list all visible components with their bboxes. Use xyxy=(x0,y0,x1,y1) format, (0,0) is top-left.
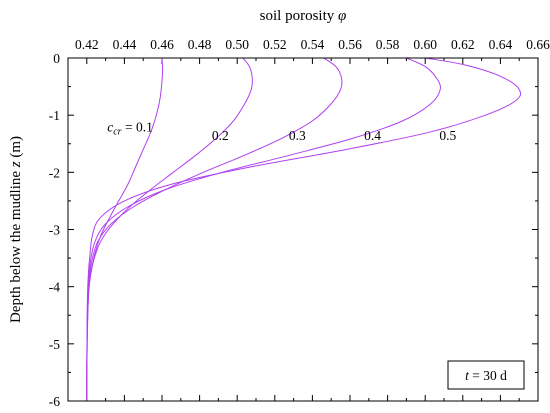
curve-label-ccr-0.3: 0.3 xyxy=(289,128,306,143)
y-tick-label: -3 xyxy=(49,223,60,238)
x-tick-label: 0.54 xyxy=(301,37,325,52)
curve-ccr-0.3 xyxy=(86,57,343,402)
y-tick-label: 0 xyxy=(53,51,60,66)
x-tick-label: 0.52 xyxy=(263,37,287,52)
y-axis-title-unit: (m) xyxy=(8,136,24,158)
x-tick-label: 0.56 xyxy=(338,37,362,52)
x-tick-label: 0.50 xyxy=(225,37,249,52)
y-axis-title-symbol: z xyxy=(8,161,24,168)
x-tick-label: 0.46 xyxy=(150,37,174,52)
curve-label-ccr-0.5: 0.5 xyxy=(439,128,456,143)
x-axis-title-symbol: φ xyxy=(338,8,346,24)
curve-ccr-0.2 xyxy=(86,57,253,402)
x-tick-label: 0.44 xyxy=(113,37,137,52)
x-tick-label: 0.42 xyxy=(75,37,99,52)
axis-ticks xyxy=(67,57,539,402)
time-annotation-text: t = 30 d xyxy=(465,368,507,383)
curve-label-ccr-0.2: 0.2 xyxy=(212,128,229,143)
time-annotation-box xyxy=(447,360,525,390)
y-tick-label: -5 xyxy=(49,337,60,352)
x-tick-label: 0.64 xyxy=(489,37,513,52)
x-tick-label: 0.48 xyxy=(188,37,212,52)
y-tick-label: -6 xyxy=(49,394,60,409)
y-tick-label: -1 xyxy=(49,108,60,123)
x-tick-label: 0.66 xyxy=(526,37,550,52)
x-axis-title: soil porosity φ xyxy=(260,8,347,24)
x-axis-title-text: soil porosity xyxy=(260,8,335,24)
curve-ccr-0.5 xyxy=(86,57,522,402)
curve-label-ccr-0.1: ccr = 0.1 xyxy=(107,120,153,138)
x-tick-label: 0.60 xyxy=(413,37,437,52)
plot-frame xyxy=(67,57,539,402)
x-tick-label: 0.58 xyxy=(376,37,400,52)
curve-label-ccr-0.4: 0.4 xyxy=(364,128,381,143)
curve-labels: ccr = 0.1 0.2 0.3 0.4 0.5 xyxy=(107,120,456,144)
y-axis-title-text: Depth below the mudline xyxy=(8,171,24,323)
time-annotation: t = 30 d xyxy=(447,360,525,390)
curve-ccr-0.4 xyxy=(86,57,441,402)
y-axis-title: Depth below the mudline z (m) xyxy=(8,136,24,323)
curves xyxy=(86,57,522,402)
y-tick-label: -4 xyxy=(49,280,60,295)
curve-ccr-0.1 xyxy=(86,57,164,402)
time-annotation-variable: t xyxy=(465,368,470,383)
y-tick-label: -2 xyxy=(49,165,60,180)
time-annotation-value: = 30 d xyxy=(469,368,507,383)
tick-labels: 0.42 0.44 0.46 0.48 0.50 0.52 0.54 0.56 0.58 0.60… xyxy=(49,37,550,409)
x-tick-label: 0.62 xyxy=(451,37,475,52)
